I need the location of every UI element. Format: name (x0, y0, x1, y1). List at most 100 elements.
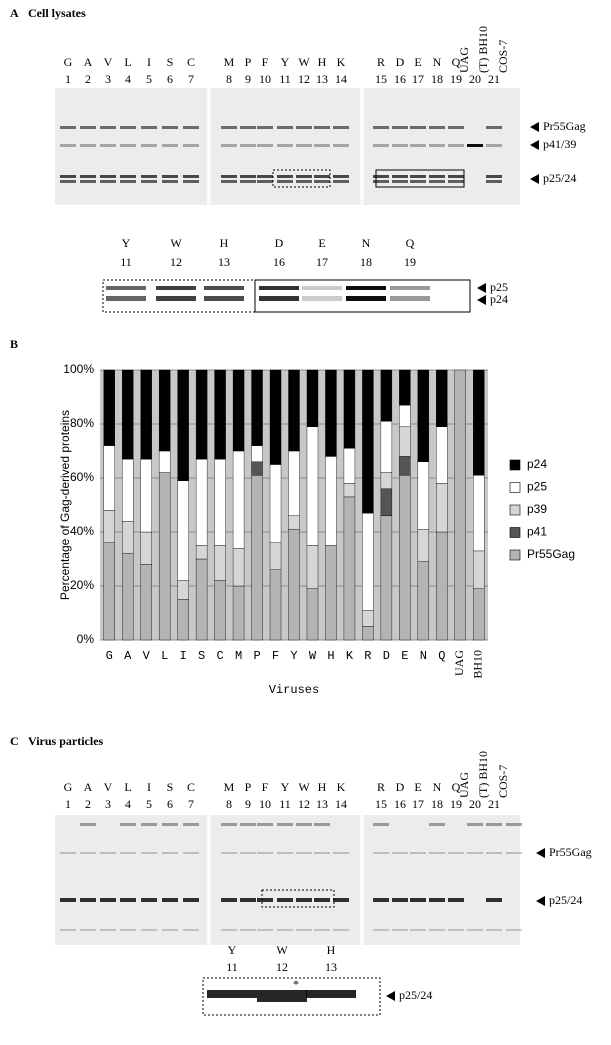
lane-label: D (396, 55, 405, 69)
band (162, 144, 178, 147)
legend-swatch (509, 504, 521, 516)
lane-label: E (414, 55, 421, 69)
inset-box (202, 977, 381, 1016)
inset-lane-label: E (318, 236, 325, 250)
band (183, 852, 199, 854)
band (333, 929, 349, 931)
band (506, 929, 522, 931)
band (302, 286, 342, 290)
lane-number: 18 (431, 72, 443, 86)
bar-segment (177, 599, 189, 641)
band (429, 144, 445, 147)
bar-segment (232, 369, 245, 452)
bar-segment (251, 369, 263, 446)
band (429, 898, 445, 902)
bar-segment (306, 545, 319, 589)
inset-lane-label: W (170, 236, 182, 250)
lane-label: V (104, 780, 113, 794)
lane-number: 4 (125, 72, 131, 86)
band (120, 929, 136, 931)
arrow (477, 283, 486, 293)
band-marker: p25 (490, 280, 508, 294)
lane-number: 19 (450, 797, 462, 811)
bar-segment (214, 580, 226, 641)
lane-number: 17 (412, 797, 424, 811)
band (156, 286, 196, 290)
bar-segment (140, 369, 152, 460)
lane-label: A (84, 780, 93, 794)
band (448, 180, 464, 183)
lane-label: N (433, 55, 442, 69)
band (257, 823, 273, 826)
band (183, 823, 199, 826)
band (296, 175, 312, 178)
band (486, 180, 502, 183)
band (486, 929, 502, 931)
band (80, 180, 96, 183)
bar-segment (325, 369, 337, 457)
band (314, 180, 330, 183)
y-axis-title: Percentage of Gag-derived proteins (58, 410, 72, 600)
lane-number: 1 (65, 72, 71, 86)
bar-segment (269, 569, 282, 641)
highlight-box (375, 169, 465, 188)
band (141, 175, 157, 178)
band (257, 852, 273, 854)
lane-label: V (104, 55, 113, 69)
band (257, 180, 273, 183)
bar-segment (251, 461, 263, 476)
lane-number: 14 (335, 797, 347, 811)
bar-segment (399, 475, 411, 641)
band (80, 929, 96, 931)
band (80, 898, 96, 902)
band (221, 144, 237, 147)
band (257, 898, 273, 902)
band (141, 898, 157, 902)
band (296, 898, 312, 902)
band (80, 144, 96, 147)
x-tick-label: F (272, 649, 279, 663)
band (120, 144, 136, 147)
band (392, 929, 408, 931)
band (314, 823, 330, 826)
x-tick-label: N (420, 649, 427, 663)
band (314, 852, 330, 854)
x-tick-label: E (401, 649, 408, 663)
lane-label: R (377, 55, 385, 69)
band (240, 126, 256, 129)
lane-label: E (414, 780, 421, 794)
band (277, 126, 293, 129)
band (257, 990, 307, 1002)
lane-number: 20 (469, 797, 481, 811)
band (221, 823, 237, 826)
lane-number: 1 (65, 797, 71, 811)
lane-number: 2 (85, 797, 91, 811)
lane-number: 16 (394, 72, 406, 86)
band (141, 126, 157, 129)
band-marker: p25/24 (543, 171, 576, 185)
band (277, 852, 293, 854)
bar-segment (122, 521, 134, 554)
band-marker: p24 (490, 292, 508, 306)
band (410, 929, 426, 931)
band (60, 126, 76, 129)
band (486, 898, 502, 902)
lane-label: D (396, 780, 405, 794)
lane-label: COS-7 (496, 765, 510, 798)
y-tick-label: 60% (70, 470, 94, 484)
band (257, 175, 273, 178)
band (296, 929, 312, 931)
bar-segment (306, 369, 319, 427)
bar-segment (399, 426, 411, 457)
gel-gap (207, 815, 211, 945)
lane-label: P (245, 55, 252, 69)
bar-segment (214, 458, 226, 546)
band (221, 175, 237, 178)
band (141, 929, 157, 931)
inset-lane-number: 13 (218, 255, 230, 269)
y-tick-label: 100% (63, 362, 94, 376)
band (162, 126, 178, 129)
band-marker: Pr55Gag (543, 119, 586, 133)
band-marker: p25/24 (549, 893, 582, 907)
panel-label: A (10, 6, 19, 20)
